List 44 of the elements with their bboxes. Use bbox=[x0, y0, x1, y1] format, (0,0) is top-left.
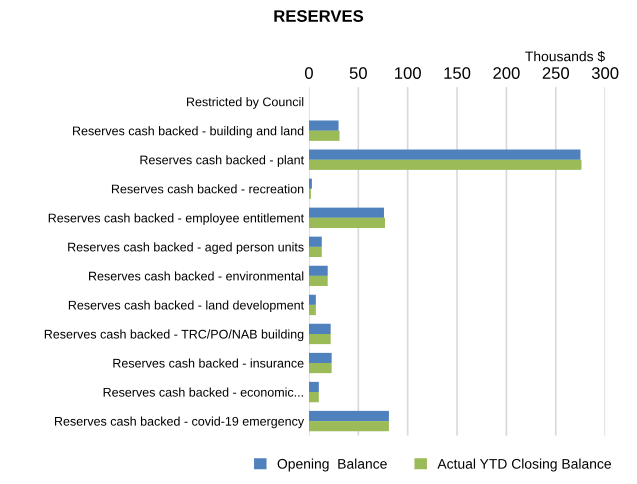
y-tick-label: Reserves cash backed - recreation bbox=[112, 184, 304, 194]
legend-label: Actual YTD Closing Balance bbox=[437, 458, 611, 472]
legend-label: Opening Balance bbox=[278, 458, 387, 472]
bar bbox=[308, 352, 332, 363]
bar bbox=[308, 294, 316, 305]
x-tick-label: 300 bbox=[592, 67, 618, 79]
bar bbox=[308, 410, 389, 422]
chart-title: RESERVES bbox=[274, 10, 364, 22]
bar bbox=[308, 324, 331, 334]
y-tick-label: Reserves cash backed - employee entitlement bbox=[48, 213, 304, 225]
bar bbox=[308, 421, 389, 432]
bar bbox=[308, 178, 312, 189]
y-tick-label: Restricted by Council bbox=[187, 97, 304, 109]
x-axis-title: Thousands $ bbox=[525, 50, 605, 62]
bar bbox=[308, 276, 328, 286]
bar bbox=[308, 160, 582, 170]
y-tick-label: Reserves cash backed - TRC/PO/NAB building bbox=[44, 329, 304, 342]
x-tick-label: 50 bbox=[350, 67, 367, 79]
bar bbox=[308, 382, 319, 392]
bar bbox=[308, 334, 331, 344]
bar bbox=[308, 130, 340, 141]
y-tick-label: Reserves cash backed - building and land bbox=[73, 126, 304, 138]
y-tick-label: Reserves cash backed - covid-19 emergency bbox=[55, 416, 304, 428]
y-tick-label: Reserves cash backed - insurance bbox=[113, 358, 304, 368]
bar bbox=[308, 304, 316, 316]
x-tick-label: 250 bbox=[542, 67, 570, 79]
bar bbox=[308, 208, 384, 218]
bar bbox=[308, 218, 385, 228]
y-tick-label: Reserves cash backed - economic... bbox=[104, 388, 303, 397]
bar bbox=[308, 236, 322, 247]
bar bbox=[308, 392, 319, 402]
bar bbox=[308, 150, 580, 160]
bar bbox=[308, 246, 322, 258]
x-tick-label: 0 bbox=[304, 67, 313, 79]
x-tick-label: 150 bbox=[444, 67, 470, 79]
x-tick-label: 200 bbox=[493, 67, 520, 79]
bar bbox=[308, 363, 332, 374]
y-tick-label: Reserves cash backed - land development bbox=[68, 300, 304, 312]
bar bbox=[308, 120, 339, 131]
bar bbox=[308, 266, 328, 276]
y-tick-label: Reserves cash backed - aged person units bbox=[68, 242, 304, 254]
y-tick-label: Reserves cash backed - environmental bbox=[89, 271, 304, 281]
y-tick-label: Reserves cash backed - plant bbox=[140, 155, 304, 167]
x-tick-label: 100 bbox=[395, 67, 421, 79]
